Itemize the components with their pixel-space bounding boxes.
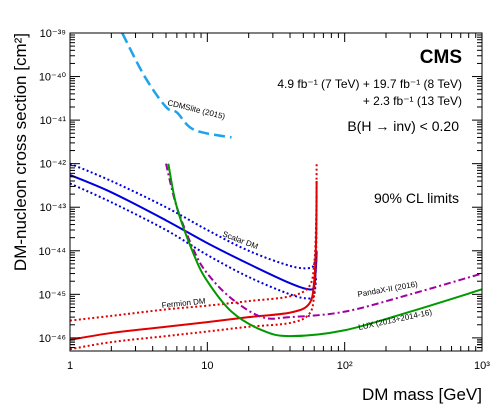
x-tick-label: 10 [201,360,213,372]
y-tick-label: 10⁻⁴⁶ [39,333,66,345]
series-line-4 [70,163,318,322]
y-tick-label: 10⁻⁴⁰ [39,72,67,84]
series-line-8 [167,163,482,338]
y-tick-label: 10⁻⁴⁵ [39,289,66,301]
y-tick-label: 10⁻⁴³ [40,202,67,214]
y-tick-label: 10⁻³⁹ [40,28,66,40]
x-tick-label: 10² [337,360,353,372]
cdmslite-label: CDMSlite (2015) [167,98,227,121]
series-line-2 [70,182,318,300]
lumi-label-1: 4.9 fb⁻¹ (7 TeV) + 19.7 fb⁻¹ (8 TeV) [277,77,462,91]
series-layer [70,33,482,351]
y-tick-label: 10⁻⁴⁴ [39,246,67,258]
cl-label: 90% CL limits [374,190,459,206]
series-line-0 [70,174,318,291]
tick-label-layer: 1 10 10² 10³ 10⁻⁴⁶ 10⁻⁴⁵ 10⁻⁴⁴ 10⁻⁴³ 10⁻⁴² 10⁻⁴¹ 1… [39,28,491,372]
x-axis-title: DM mass [GeV] [362,385,482,404]
y-tick-label: 10⁻⁴² [40,159,67,171]
series-line-5 [70,194,318,351]
pandax-label: PandaX-II (2016) [357,279,419,299]
lux-label: LUX (2013+2014-16) [358,308,434,332]
experiment-label: CMS [420,47,462,68]
series-line-3 [70,180,318,341]
branching-limit-label: B(H → inv) < 0.20 [347,118,459,134]
x-tick-label: 1 [67,360,73,372]
series-line-7 [165,163,482,320]
y-axis-title: DM-nucleon cross section [cm²] [11,33,30,271]
y-tick-label: 10⁻⁴¹ [40,115,67,127]
tick-layer [69,32,483,351]
x-tick-label: 10³ [474,360,490,372]
lumi-label-2: + 2.3 fb⁻¹ (13 TeV) [363,94,462,108]
series-line-1 [70,162,318,270]
series-line-6 [121,33,232,139]
plot-frame [69,32,483,352]
